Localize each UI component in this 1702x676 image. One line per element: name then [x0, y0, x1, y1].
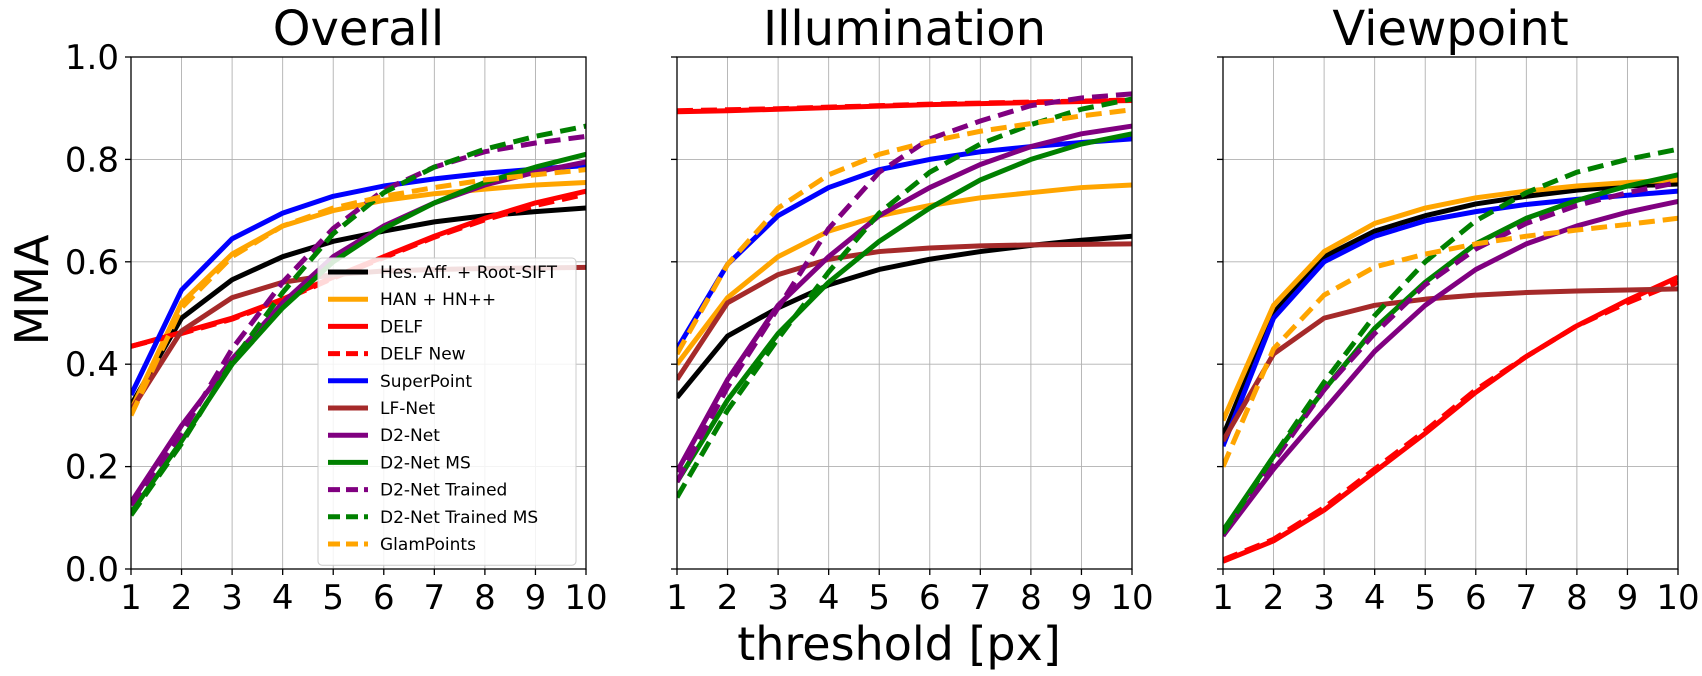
series-line-d2-net-trained-ms — [1223, 146, 1678, 535]
legend-label: DELF — [380, 317, 423, 337]
series-line-glampoints — [131, 167, 586, 417]
x-tick-label: 8 — [1566, 578, 1588, 618]
series-line-superpoint — [131, 163, 586, 397]
legend-box — [317, 257, 577, 566]
series-line-d2-net-trained — [1223, 179, 1678, 538]
series-line-delf-new — [677, 97, 1132, 114]
series-line-d2-net — [677, 123, 1132, 473]
series-group — [677, 91, 1132, 499]
panel-title: Illumination — [763, 1, 1046, 57]
x-tick-label: 2 — [1263, 578, 1285, 618]
legend-label: D2-Net — [380, 426, 440, 446]
x-tick-label: 9 — [1617, 578, 1639, 618]
series-group — [131, 123, 586, 517]
x-tick-label: 10 — [564, 578, 607, 618]
x-tick-label: 3 — [1313, 578, 1335, 618]
series-line-glampoints — [677, 107, 1132, 356]
x-tick-label: 8 — [1020, 578, 1042, 618]
x-tick-label: 3 — [221, 578, 243, 618]
series-line-d2-net-trained-ms — [131, 123, 586, 517]
series-line-hes-aff-root-sift — [131, 205, 586, 407]
x-tick-label: 9 — [1071, 578, 1093, 618]
y-tick-label: 0.8 — [65, 140, 119, 180]
legend-label: D2-Net MS — [380, 453, 471, 473]
legend-label: D2-Net Trained MS — [380, 508, 538, 528]
x-tick-label: 3 — [767, 578, 789, 618]
plot-frame — [676, 56, 1133, 570]
x-tick-label: 8 — [474, 578, 496, 618]
x-tick-label: 7 — [970, 578, 992, 618]
x-tick-label: 4 — [1364, 578, 1386, 618]
x-tick-label: 4 — [272, 578, 294, 618]
legend-label: HAN + HN++ — [380, 290, 496, 310]
series-line-superpoint — [1223, 188, 1678, 448]
panel-illumination: Illumination 1 2 3 4 5 6 7 8 9 10 — [666, 1, 1153, 618]
x-tick-label: 6 — [1465, 578, 1487, 618]
x-tick-label: 9 — [525, 578, 547, 618]
panel-overall: Overall 1 2 3 4 5 6 7 8 9 10 0.0 0.2 0.4 0.6 0.8 1.0 Hes.… — [65, 1, 608, 618]
plot-frame — [1222, 56, 1679, 570]
series-line-han-hn — [1223, 177, 1678, 422]
panel-viewpoint: Viewpoint 1 2 3 4 5 6 7 8 9 10 — [1212, 1, 1699, 618]
series-line-d2-net-trained — [677, 91, 1132, 484]
legend-label: SuperPoint — [380, 372, 472, 392]
legend-label: LF-Net — [380, 399, 436, 419]
x-tick-label: 7 — [424, 578, 446, 618]
x-tick-label: 1 — [666, 578, 688, 618]
panel-title: Overall — [273, 1, 445, 57]
x-tick-label: 1 — [1212, 578, 1234, 618]
series-line-lf-net — [677, 241, 1132, 381]
x-tick-label: 6 — [919, 578, 941, 618]
series-line-lf-net — [1223, 286, 1678, 443]
x-tick-label: 5 — [1414, 578, 1436, 618]
panel-title: Viewpoint — [1332, 1, 1568, 57]
x-tick-label: 2 — [717, 578, 739, 618]
series-line-superpoint — [677, 136, 1132, 351]
y-tick-label: 0.6 — [65, 243, 119, 283]
x-tick-label: 1 — [120, 578, 142, 618]
x-tick-label: 10 — [1110, 578, 1153, 618]
x-tick-label: 5 — [322, 578, 344, 618]
series-line-d2-net-trained — [131, 133, 586, 507]
series-line-han-hn — [131, 179, 586, 412]
series-group — [1223, 146, 1678, 564]
series-line-delf — [1223, 274, 1678, 564]
x-axis-label: threshold [px] — [737, 617, 1061, 671]
series-line-d2-net-ms — [677, 131, 1132, 484]
plot-frame — [130, 56, 587, 570]
x-tick-label: 10 — [1656, 578, 1699, 618]
x-tick-label: 7 — [1516, 578, 1538, 618]
legend-label: DELF New — [380, 345, 466, 365]
y-tick-label: 0.0 — [65, 550, 119, 590]
series-line-glampoints — [1223, 215, 1678, 468]
y-tick-label: 0.2 — [65, 448, 119, 488]
y-tick-label: 1.0 — [65, 38, 119, 78]
x-tick-label: 2 — [171, 578, 193, 618]
series-line-d2-net-ms — [1223, 172, 1678, 533]
y-tick-label: 0.4 — [65, 345, 119, 385]
x-tick-label: 6 — [373, 578, 395, 618]
x-tick-label: 5 — [868, 578, 890, 618]
y-axis-label: MMA — [5, 234, 59, 345]
series-line-delf-new — [1223, 279, 1678, 563]
legend-label: D2-Net Trained — [380, 481, 507, 501]
series-line-hes-aff-root-sift — [1223, 181, 1678, 437]
series-line-han-hn — [677, 182, 1132, 366]
legend-label: Hes. Aff. + Root-SIFT — [380, 263, 558, 283]
legend-label: GlamPoints — [380, 535, 476, 555]
series-line-d2-net-trained-ms — [677, 96, 1132, 499]
legend: Hes. Aff. + Root-SIFT HAN + HN++ DELF DELF … — [317, 257, 577, 566]
x-tick-label: 4 — [818, 578, 840, 618]
series-line-d2-net — [1223, 198, 1678, 538]
